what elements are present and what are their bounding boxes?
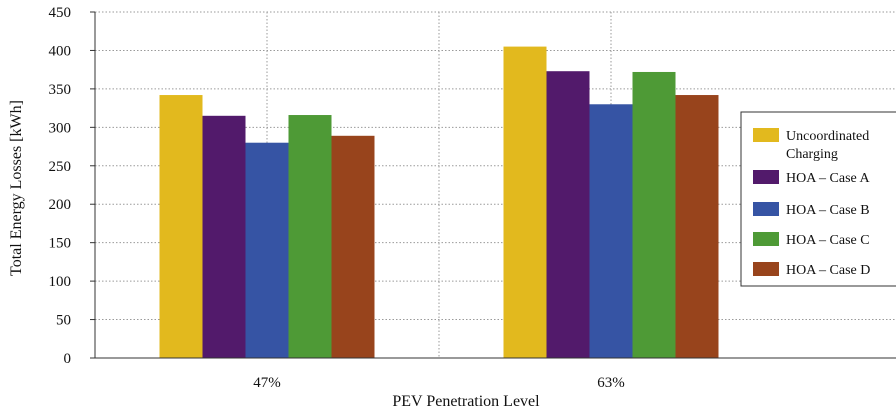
- x-axis-title: PEV Penetration Level: [392, 393, 540, 410]
- bar: [202, 115, 246, 358]
- bar: [288, 115, 332, 358]
- y-tick-label: 150: [49, 236, 72, 252]
- y-tick-label: 350: [49, 82, 72, 98]
- bar: [245, 142, 289, 358]
- y-tick-label: 250: [49, 159, 72, 175]
- legend-swatch: [753, 262, 779, 276]
- legend: Uncoordinated Charging HOA – Case A HOA – C…: [740, 111, 896, 287]
- legend-label: Uncoordinated Charging: [786, 129, 869, 162]
- axes: [90, 11, 896, 359]
- bar: [159, 95, 203, 358]
- y-tick-label: 450: [49, 5, 72, 21]
- tick-labels: 0 50 100 150 200 250 300 350 400 450 47% 63%: [49, 5, 625, 391]
- legend-swatch: [753, 170, 779, 184]
- legend-swatch: [753, 202, 779, 216]
- x-tick-label: 63%: [597, 375, 625, 391]
- bar: [331, 135, 375, 358]
- y-tick-label: 400: [49, 43, 72, 59]
- legend-swatch: [753, 232, 779, 246]
- legend-label: HOA – Case C: [786, 233, 870, 248]
- legend-label: HOA – Case A: [786, 171, 871, 186]
- bar: [589, 104, 633, 359]
- legend-label: HOA – Case D: [786, 263, 870, 278]
- legend-label: HOA – Case B: [786, 203, 870, 218]
- y-axis-title: Total Energy Losses [kWh]: [8, 100, 25, 276]
- bar: [503, 46, 547, 358]
- x-tick-label: 47%: [253, 375, 281, 391]
- y-tick-label: 100: [49, 274, 72, 290]
- bar: [675, 95, 719, 358]
- bars: [159, 46, 719, 359]
- bar: [546, 71, 590, 359]
- y-tick-label: 50: [56, 313, 71, 329]
- y-tick-label: 300: [49, 120, 72, 136]
- legend-swatch: [753, 128, 779, 142]
- bar: [632, 71, 676, 359]
- y-tick-label: 200: [49, 197, 72, 213]
- y-tick-label: 0: [64, 351, 72, 367]
